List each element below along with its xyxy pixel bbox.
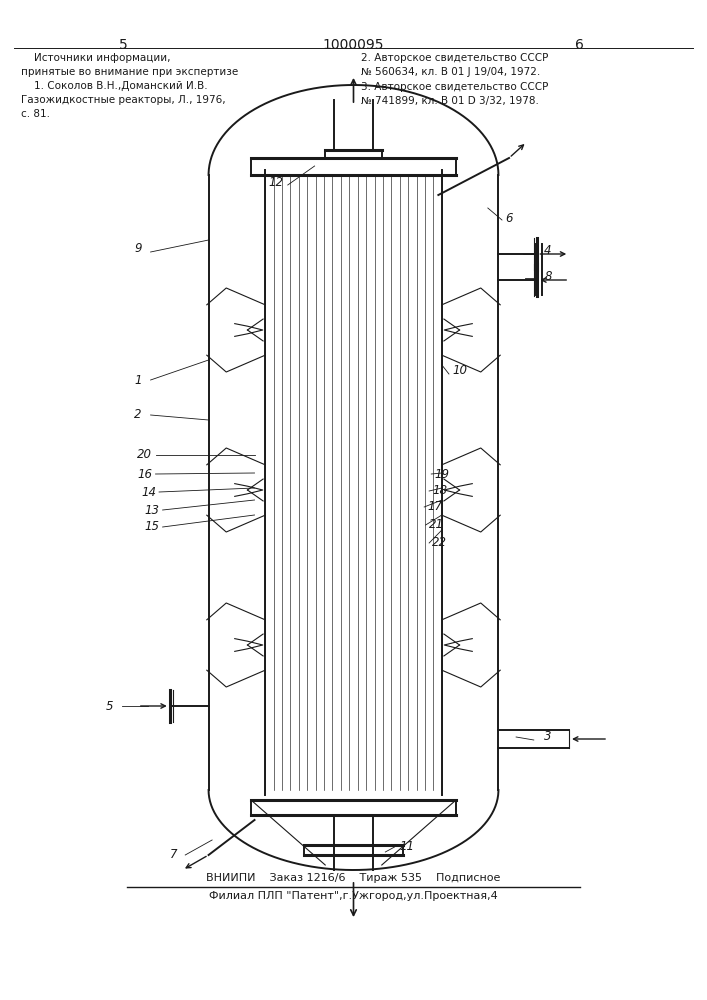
Text: 18: 18 [432, 485, 448, 497]
Text: 22: 22 [432, 536, 448, 550]
Text: 17: 17 [427, 500, 443, 514]
Text: 2. Авторское свидетельство СССР
№ 560634, кл. В 01 J 19/04, 1972.: 2. Авторское свидетельство СССР № 560634… [361, 53, 548, 77]
Text: 9: 9 [134, 241, 141, 254]
Text: 6: 6 [575, 38, 584, 52]
Text: 20: 20 [137, 448, 153, 462]
Text: 1000095: 1000095 [323, 38, 384, 52]
Text: 10: 10 [452, 363, 467, 376]
Text: ВНИИПИ    Заказ 1216/6    Тираж 535    Подписное: ВНИИПИ Заказ 1216/6 Тираж 535 Подписное [206, 873, 501, 883]
Text: Филиал ПЛП "Патент",г.Ужгород,ул.Проектная,4: Филиал ПЛП "Патент",г.Ужгород,ул.Проектн… [209, 891, 498, 901]
Text: 19: 19 [434, 468, 450, 481]
Text: 3: 3 [544, 730, 551, 742]
Text: 13: 13 [144, 504, 160, 516]
Text: Источники информации,
принятые во внимание при экспертизе
    1. Соколов В.Н.,До: Источники информации, принятые во вниман… [21, 53, 238, 119]
Text: 12: 12 [268, 176, 284, 190]
Text: 3. Авторское свидетельство СССР
№ 741899, кл. В 01 D 3/32, 1978.: 3. Авторское свидетельство СССР № 741899… [361, 82, 548, 106]
Text: 8: 8 [544, 270, 551, 284]
Text: 6: 6 [506, 212, 513, 225]
Text: 5: 5 [106, 700, 113, 712]
Text: 7: 7 [170, 848, 177, 861]
Text: 4: 4 [544, 243, 551, 256]
Text: 15: 15 [144, 520, 160, 534]
Text: 21: 21 [428, 518, 444, 532]
Text: 14: 14 [141, 486, 156, 498]
Text: 11: 11 [399, 840, 414, 854]
Text: 5: 5 [119, 38, 128, 52]
Text: 16: 16 [137, 468, 153, 481]
Text: 2: 2 [134, 408, 141, 422]
Text: 1: 1 [134, 373, 141, 386]
